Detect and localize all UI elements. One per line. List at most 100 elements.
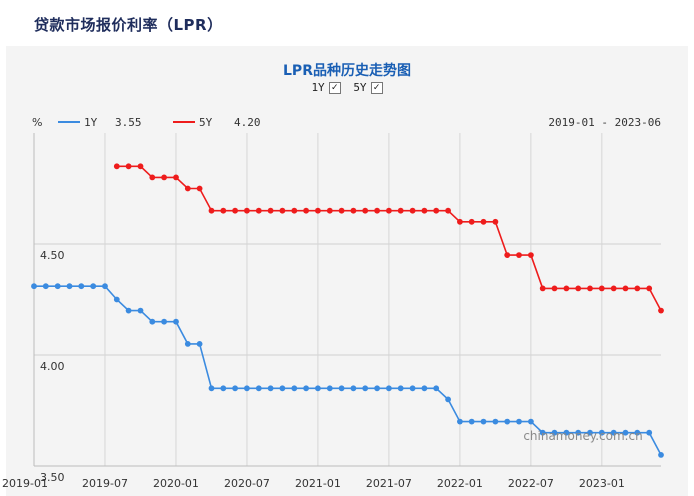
toggle-5y[interactable]: 5Y ✓: [353, 81, 383, 94]
data-point-5y[interactable]: [492, 218, 499, 225]
data-point-1y[interactable]: [196, 341, 203, 347]
data-point-5y[interactable]: [137, 163, 144, 170]
data-point-1y[interactable]: [539, 429, 546, 436]
data-point-1y[interactable]: [504, 418, 511, 425]
data-point-5y[interactable]: [658, 307, 664, 314]
data-point-5y[interactable]: [315, 207, 321, 214]
data-point-1y[interactable]: [90, 283, 97, 290]
data-point-5y[interactable]: [173, 174, 179, 181]
data-point-1y[interactable]: [610, 429, 617, 436]
data-point-5y[interactable]: [421, 207, 428, 214]
data-point-1y[interactable]: [646, 429, 653, 436]
data-point-5y[interactable]: [113, 163, 120, 170]
data-point-5y[interactable]: [374, 207, 380, 214]
data-point-5y[interactable]: [516, 252, 522, 258]
data-point-1y[interactable]: [31, 283, 37, 290]
data-point-1y[interactable]: [326, 385, 333, 392]
data-point-5y[interactable]: [362, 207, 369, 214]
data-point-5y[interactable]: [244, 207, 250, 214]
data-point-1y[interactable]: [184, 341, 191, 347]
data-point-1y[interactable]: [267, 385, 274, 392]
data-point-1y[interactable]: [658, 452, 664, 458]
data-point-1y[interactable]: [303, 385, 309, 392]
data-point-1y[interactable]: [161, 318, 168, 325]
data-point-5y[interactable]: [504, 252, 511, 258]
data-point-1y[interactable]: [255, 385, 262, 392]
data-point-1y[interactable]: [445, 396, 451, 403]
data-point-1y[interactable]: [622, 429, 629, 436]
data-point-1y[interactable]: [338, 385, 345, 392]
data-point-5y[interactable]: [433, 207, 440, 214]
data-point-1y[interactable]: [575, 429, 582, 436]
data-point-1y[interactable]: [279, 385, 286, 392]
data-point-1y[interactable]: [66, 283, 73, 290]
data-point-1y[interactable]: [244, 385, 250, 392]
toggle-1y[interactable]: 1Y ✓: [311, 81, 341, 94]
data-point-5y[interactable]: [326, 207, 333, 214]
data-point-1y[interactable]: [386, 385, 392, 392]
data-point-5y[interactable]: [397, 207, 404, 214]
data-point-1y[interactable]: [232, 385, 239, 392]
data-point-5y[interactable]: [291, 207, 298, 214]
data-point-5y[interactable]: [208, 207, 215, 214]
data-point-5y[interactable]: [279, 207, 286, 214]
data-point-1y[interactable]: [149, 318, 156, 325]
data-point-5y[interactable]: [196, 185, 203, 192]
data-point-1y[interactable]: [78, 283, 85, 290]
data-point-1y[interactable]: [54, 283, 61, 290]
data-point-5y[interactable]: [386, 207, 392, 214]
data-point-5y[interactable]: [161, 174, 168, 181]
data-point-5y[interactable]: [575, 285, 582, 292]
data-point-1y[interactable]: [598, 429, 605, 436]
data-point-5y[interactable]: [539, 285, 546, 292]
data-point-1y[interactable]: [125, 307, 132, 314]
data-point-1y[interactable]: [137, 307, 144, 314]
data-point-1y[interactable]: [42, 283, 49, 290]
data-point-5y[interactable]: [551, 285, 558, 292]
data-point-5y[interactable]: [255, 207, 262, 214]
data-point-5y[interactable]: [646, 285, 653, 292]
data-point-1y[interactable]: [492, 418, 499, 425]
data-point-1y[interactable]: [113, 296, 120, 303]
data-point-1y[interactable]: [468, 418, 475, 425]
data-point-5y[interactable]: [338, 207, 345, 214]
data-point-5y[interactable]: [184, 185, 191, 192]
data-point-5y[interactable]: [303, 207, 309, 214]
data-point-1y[interactable]: [102, 283, 108, 290]
data-point-1y[interactable]: [397, 385, 404, 392]
data-point-5y[interactable]: [125, 163, 132, 170]
data-point-5y[interactable]: [267, 207, 274, 214]
data-point-1y[interactable]: [362, 385, 369, 392]
data-point-5y[interactable]: [149, 174, 156, 181]
data-point-5y[interactable]: [622, 285, 629, 292]
data-point-5y[interactable]: [634, 285, 641, 292]
data-point-1y[interactable]: [421, 385, 428, 392]
data-point-5y[interactable]: [480, 218, 487, 225]
data-point-1y[interactable]: [457, 418, 463, 425]
data-point-5y[interactable]: [232, 207, 239, 214]
data-point-1y[interactable]: [220, 385, 227, 392]
data-point-1y[interactable]: [173, 318, 179, 325]
data-point-1y[interactable]: [291, 385, 298, 392]
data-point-1y[interactable]: [409, 385, 416, 392]
toggle-1y-checkbox[interactable]: ✓: [328, 81, 341, 94]
data-point-5y[interactable]: [445, 207, 451, 214]
data-point-1y[interactable]: [634, 429, 641, 436]
data-point-1y[interactable]: [480, 418, 487, 425]
data-point-1y[interactable]: [516, 418, 522, 425]
data-point-1y[interactable]: [551, 429, 558, 436]
data-point-1y[interactable]: [528, 418, 534, 425]
data-point-1y[interactable]: [587, 429, 593, 436]
data-point-1y[interactable]: [374, 385, 380, 392]
data-point-1y[interactable]: [208, 385, 215, 392]
data-point-1y[interactable]: [350, 385, 357, 392]
data-point-5y[interactable]: [409, 207, 416, 214]
data-point-5y[interactable]: [350, 207, 357, 214]
toggle-5y-checkbox[interactable]: ✓: [370, 81, 383, 94]
data-point-5y[interactable]: [587, 285, 593, 292]
data-point-5y[interactable]: [563, 285, 570, 292]
data-point-5y[interactable]: [610, 285, 617, 292]
data-point-1y[interactable]: [315, 385, 321, 392]
data-point-5y[interactable]: [457, 218, 463, 225]
data-point-1y[interactable]: [563, 429, 570, 436]
